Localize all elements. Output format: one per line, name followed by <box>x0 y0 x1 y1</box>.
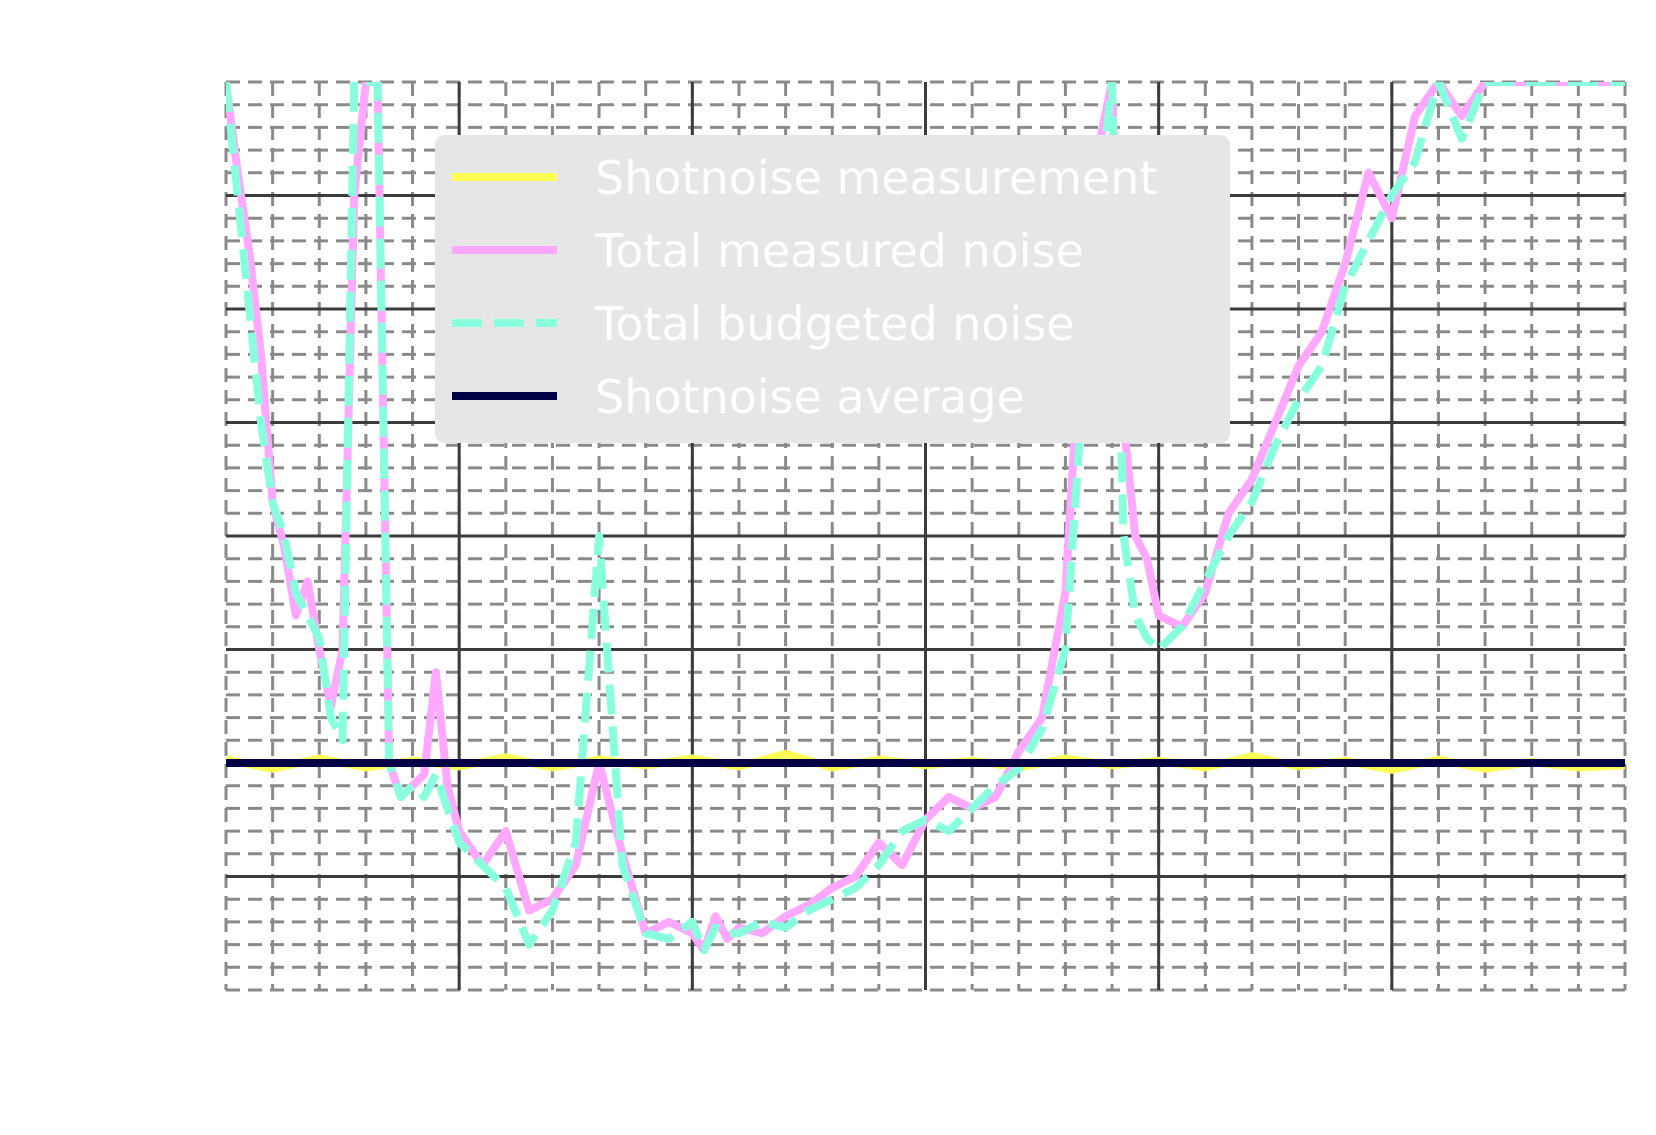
legend-label-total-measured-noise: Total measured noise <box>594 224 1084 278</box>
legend-label-total-budgeted-noise: Total budgeted noise <box>594 297 1075 351</box>
legend-box <box>435 135 1230 443</box>
legend: Shotnoise measurement Total measured noi… <box>435 135 1230 443</box>
series-line-total-budgeted-noise <box>226 82 1625 955</box>
legend-label-shotnoise-measurement: Shotnoise measurement <box>595 151 1157 205</box>
legend-label-shotnoise-average: Shotnoise average <box>595 370 1025 424</box>
plot-lines <box>226 82 1625 955</box>
series-line-total-measured-noise <box>226 82 1625 955</box>
